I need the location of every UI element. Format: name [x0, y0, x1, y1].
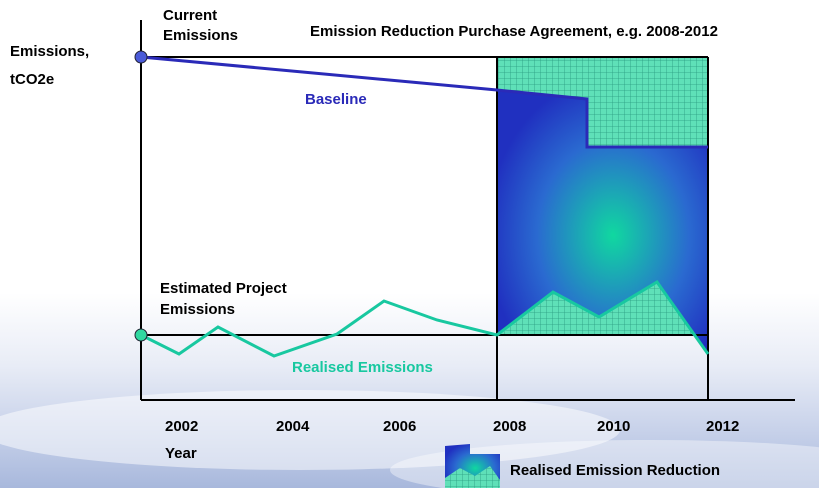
realised-line: [140, 279, 710, 358]
realised-label: Realised Emissions: [292, 359, 433, 376]
year-label: 2010: [597, 418, 630, 435]
title: Emission Reduction Purchase Agreement, e…: [310, 23, 718, 40]
year-label: 2002: [165, 418, 198, 435]
baseline-line: [140, 55, 708, 149]
year-label: 2008: [493, 418, 526, 435]
estimated-label: Emissions: [160, 301, 235, 318]
legend-icon: [445, 444, 500, 488]
year-label: 2006: [383, 418, 416, 435]
year-label: 2004: [276, 418, 310, 435]
x-axis-label: Year: [165, 445, 197, 462]
legend-label: Realised Emission Reduction: [510, 462, 720, 479]
y-axis-label: tCO2e: [10, 71, 54, 88]
project-point: [134, 328, 148, 342]
current-label: Current: [163, 7, 217, 24]
reduction-area: [497, 90, 708, 354]
baseline-point: [134, 50, 148, 64]
current-label: Emissions: [163, 27, 238, 44]
baseline-label: Baseline: [305, 91, 367, 108]
year-label: 2012: [706, 418, 739, 435]
y-axis-label: Emissions,: [10, 43, 89, 60]
estimated-label: Estimated Project: [160, 280, 287, 297]
